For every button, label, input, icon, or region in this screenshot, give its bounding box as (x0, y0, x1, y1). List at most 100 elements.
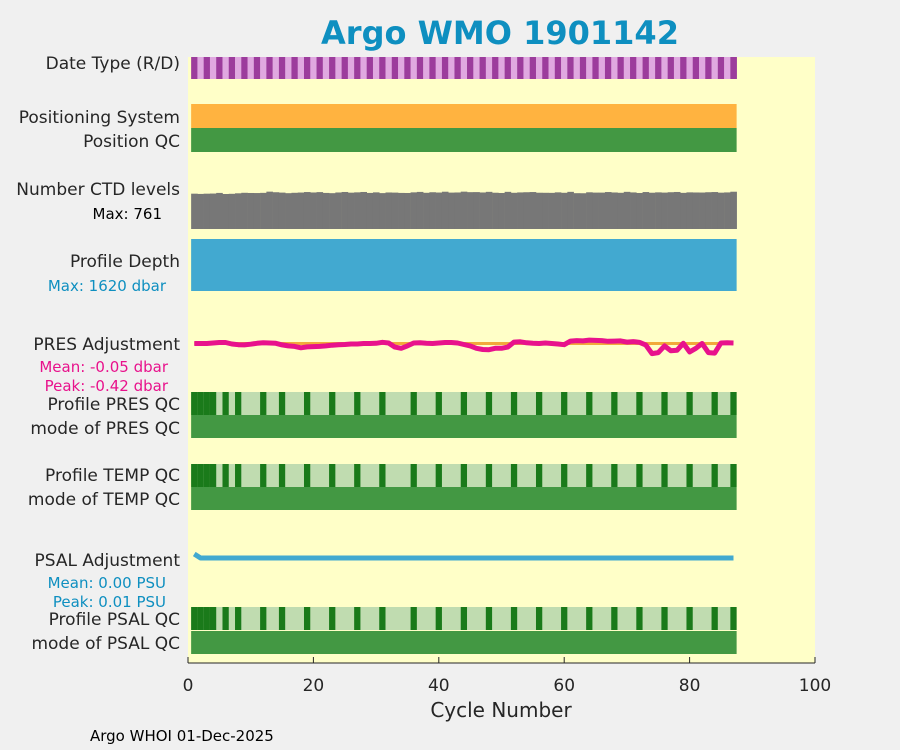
date-type-cell (636, 57, 643, 79)
row-label-mode-pres-qc: mode of PRES QC (30, 419, 180, 439)
date-type-cell (379, 57, 386, 79)
profile-temp-qc-mark (485, 464, 493, 487)
profile-psal-qc-mark (435, 607, 442, 630)
profile-temp-qc-mark (278, 464, 286, 487)
date-type-cell (686, 57, 694, 79)
profile-temp-qc-mark (661, 464, 668, 487)
ctd-levels-bar (510, 192, 518, 229)
ctd-levels-bar (655, 192, 662, 229)
ctd-levels-bar (617, 192, 625, 229)
date-type-cell (404, 57, 411, 79)
ctd-levels-bar (322, 192, 330, 229)
date-type-cell (517, 57, 524, 79)
date-type-cell (604, 57, 612, 79)
profile-psal-qc-mark (485, 607, 493, 630)
pres-peak-annotation: Peak: -0.42 dbar (45, 377, 169, 395)
date-type-cell (655, 57, 662, 79)
x-tick-label: 0 (183, 676, 194, 696)
profile-temp-qc-mark (203, 464, 210, 487)
date-type-cell (266, 57, 273, 79)
ctd-levels-bar (705, 192, 712, 229)
ctd-levels-bar (235, 193, 242, 229)
profile-psal-qc-mark (329, 607, 336, 630)
x-tick-label: 80 (679, 676, 701, 696)
ctd-levels-bar (542, 192, 549, 229)
profile-temp-qc-mark (711, 464, 718, 487)
positioning-system-band (191, 104, 737, 128)
date-type-cell (366, 57, 374, 79)
profile-pres-qc-mark (686, 392, 693, 415)
date-type-cell (398, 57, 405, 79)
profile-temp-qc-mark (686, 464, 693, 487)
ctd-levels-bar (398, 192, 405, 229)
date-type-cell (554, 57, 562, 79)
ctd-levels-bar (523, 192, 531, 229)
profile-psal-qc-mark (510, 607, 518, 630)
date-type-cell (705, 57, 712, 79)
ctd-levels-bar (673, 191, 681, 229)
profile-psal-qc-mark (379, 607, 386, 630)
row-label-profile-psal-qc: Profile PSAL QC (49, 610, 180, 630)
profile-pres-qc-mark (197, 392, 204, 415)
ctd-levels-bar (341, 191, 349, 229)
profile-pres-qc-mark (354, 392, 361, 415)
profile-psal-qc-mark (711, 607, 718, 630)
ctd-levels-bar (303, 192, 311, 229)
ctd-levels-bar (648, 192, 656, 229)
plot-background (188, 57, 815, 663)
date-type-cell (473, 57, 480, 79)
ctd-levels-bar (661, 192, 668, 229)
ctd-levels-bar (567, 191, 574, 229)
profile-temp-qc-mark (730, 464, 737, 487)
footer-credit: Argo WHOI 01-Dec-2025 (90, 727, 274, 745)
profile-psal-qc-mark (636, 607, 643, 630)
date-type-cell (441, 57, 449, 79)
mode-temp-qc-band (191, 487, 737, 510)
ctd-levels-bar (278, 192, 286, 229)
date-type-cell (510, 57, 518, 79)
profile-temp-qc-mark (435, 464, 442, 487)
position-qc-band (191, 128, 737, 152)
ctd-levels-bar (586, 192, 593, 229)
profile-psal-qc-mark (535, 607, 543, 630)
psal-adjustment-series (192, 551, 734, 561)
row-label-mode-psal-qc: mode of PSAL QC (31, 634, 180, 654)
ctd-levels-bar (460, 191, 468, 229)
ctd-levels-bar (316, 192, 324, 229)
profile-psal-qc-mark (278, 607, 286, 630)
profile-psal-qc-mark (209, 607, 217, 630)
date-type-cell (291, 57, 299, 79)
profile-psal-qc-mark (561, 607, 568, 630)
profile-pres-qc-mark (611, 392, 618, 415)
date-type-cell (322, 57, 330, 79)
x-axis-ticks: 0 20 40 60 80 100 (183, 657, 831, 696)
depth-max-annotation: Max: 1620 dbar (48, 277, 167, 295)
ctd-levels-bar (554, 192, 562, 229)
row-label-profile-temp-qc: Profile TEMP QC (45, 466, 180, 486)
ctd-levels-bar (291, 192, 299, 229)
chart-title: Argo WMO 1901142 (321, 14, 679, 52)
date-type-cell (372, 57, 380, 79)
ctd-levels-bar (329, 193, 336, 229)
ctd-levels-bar (598, 192, 606, 229)
date-type-cell (272, 57, 280, 79)
date-type-cell (278, 57, 286, 79)
ctd-levels-bar (385, 192, 393, 229)
profile-psal-qc-mark (586, 607, 593, 630)
profile-temp-qc-mark (209, 464, 217, 487)
date-type-cell (247, 57, 255, 79)
profile-psal-qc-mark (410, 607, 417, 630)
ctd-levels-bar (354, 192, 361, 229)
ctd-levels-bar (611, 192, 618, 229)
date-type-cell (523, 57, 531, 79)
profile-psal-qc-mark (661, 607, 668, 630)
profile-psal-qc-mark (460, 607, 468, 630)
ctd-levels-bar (247, 192, 255, 229)
profile-psal-qc-mark (686, 607, 693, 630)
profile-temp-qc-mark (191, 464, 198, 487)
date-type-cell (285, 57, 292, 79)
profile-temp-qc-mark (222, 464, 229, 487)
date-type-cell (197, 57, 204, 79)
date-type-cell (579, 57, 587, 79)
profile-pres-qc-mark (535, 392, 543, 415)
